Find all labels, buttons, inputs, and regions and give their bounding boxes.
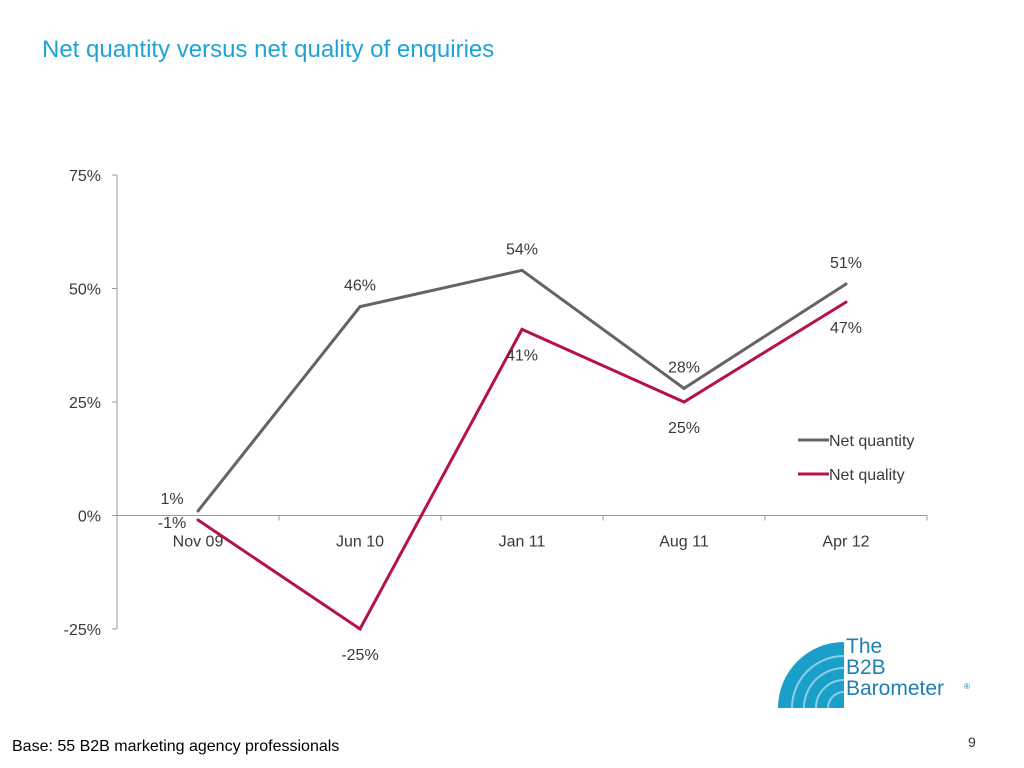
data-point [520,268,524,272]
data-label: 1% [160,491,183,508]
data-label: 46% [344,278,376,295]
slide-title: Net quantity versus net quality of enqui… [42,36,495,63]
data-point [682,400,686,404]
data-point [682,386,686,390]
data-point [844,300,848,304]
data-point [520,327,524,331]
data-label: 28% [668,359,700,376]
logo-text: The B2B Barometer [846,636,944,699]
data-label: -25% [341,647,378,664]
data-point [358,627,362,631]
axes: -25% 0% 25% 50% 75% Nov 09 Jun 10 Jan 11 Aug 11 A… [64,168,928,639]
data-label: 51% [830,255,862,272]
x-tick-label: Apr 12 [822,534,869,551]
x-tick-label: Jan 11 [499,534,546,551]
base-note: Base: 55 B2B marketing agency profession… [12,738,340,755]
logo-line-2: B2B [846,656,886,679]
data-point [358,305,362,309]
logo-line-3: Barometer [846,677,945,700]
legend-label: Net quality [829,467,905,484]
x-tick-label: Nov 09 [173,534,224,551]
data-labels: 1% 46% 54% 28% 51% -1% -25% 41% 25% 47% [158,241,862,664]
barometer-arc-icon [778,642,845,709]
logo-line-1: The [846,635,883,658]
data-point [196,509,200,513]
y-tick-label: 0% [78,509,101,526]
b2b-barometer-logo: The B2B Barometer ® [778,636,978,712]
legend-label: Net quantity [829,433,914,450]
data-label: 25% [668,420,700,437]
y-tick-label: 50% [69,282,101,299]
line-chart: -25% 0% 25% 50% 75% Nov 09 Jun 10 Jan 11 Aug 11 A… [64,168,928,664]
data-point [196,518,200,522]
y-tick-label: 25% [69,395,101,412]
x-tick-label: Jun 10 [336,534,384,551]
legend: Net quantity Net quality [798,433,914,484]
registered-mark: ® [964,682,970,691]
data-point [844,282,848,286]
series-lines [196,268,848,632]
y-tick-label: 75% [69,168,101,185]
data-label: 54% [506,241,538,258]
y-tick-label: -25% [64,622,101,639]
page-number: 9 [968,734,976,750]
data-label: 41% [506,347,538,364]
series-line-0 [196,268,847,512]
data-label: -1% [158,515,186,532]
data-label: 47% [830,320,862,337]
x-tick-label: Aug 11 [659,534,709,551]
